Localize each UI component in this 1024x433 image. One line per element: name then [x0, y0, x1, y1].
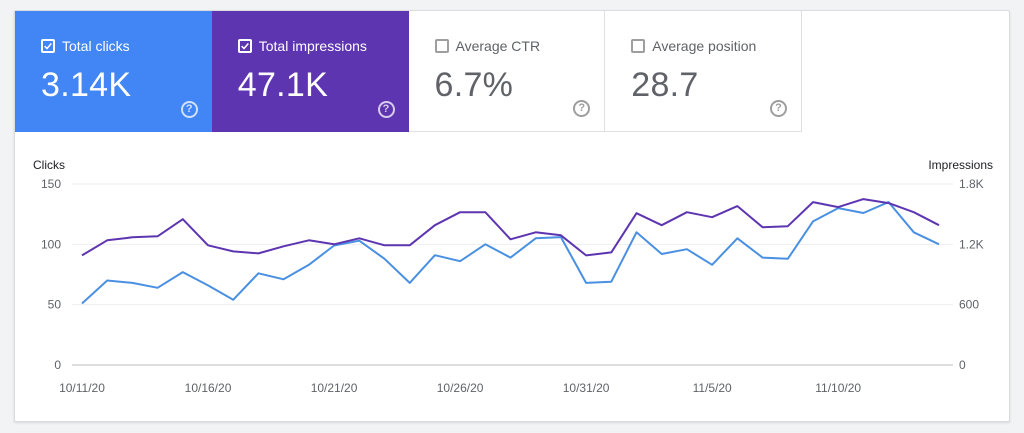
impressions-series-line: [81, 198, 940, 257]
checkbox-checked-icon[interactable]: [237, 39, 252, 53]
left-tick-label: 0: [54, 358, 61, 372]
left-axis-label: Clicks: [33, 158, 65, 172]
checkbox-unchecked-icon[interactable]: [434, 39, 449, 53]
metric-tabs: Total clicks 3.14K ? Total impressions 4…: [15, 11, 802, 132]
metric-header: Total clicks: [41, 38, 130, 54]
metric-total-clicks[interactable]: Total clicks 3.14K ?: [15, 11, 212, 132]
metric-label: Average CTR: [455, 38, 541, 54]
x-tick-label: 10/26/20: [437, 381, 484, 395]
metric-label: Total clicks: [62, 38, 130, 54]
left-tick-label: 50: [48, 298, 62, 312]
metric-label: Average position: [652, 38, 757, 54]
metric-average-position[interactable]: Average position 28.7 ?: [605, 11, 802, 132]
left-tick-label: 150: [41, 177, 61, 191]
checkbox-checked-icon[interactable]: [41, 39, 55, 53]
left-tick-label: 100: [41, 237, 61, 251]
x-tick-label: 11/10/20: [815, 381, 861, 395]
right-tick-label: 600: [959, 298, 979, 312]
checkbox-unchecked-icon[interactable]: [631, 39, 646, 53]
x-tick-label: 10/31/20: [563, 381, 610, 395]
right-axis-label: Impressions: [928, 158, 993, 172]
performance-line-chart: Clicks Impressions 0 0 50 600 100 1.2K 150 1.8K 10…: [33, 158, 993, 395]
x-tick-label: 11/5/20: [693, 381, 732, 395]
performance-card: Total clicks 3.14K ? Total impressions 4…: [14, 10, 1010, 422]
metric-total-impressions[interactable]: Total impressions 47.1K ?: [211, 11, 409, 132]
help-icon[interactable]: ?: [573, 100, 591, 117]
metric-value: 28.7: [631, 66, 699, 104]
right-tick-label: 0: [959, 358, 966, 372]
metric-header: Average CTR: [434, 38, 541, 54]
metric-value: 6.7%: [434, 66, 514, 104]
right-tick-label: 1.8K: [959, 177, 984, 191]
help-icon[interactable]: ?: [377, 101, 395, 118]
x-tick-label: 10/11/20: [59, 381, 105, 395]
metric-header: Total impressions: [237, 38, 367, 54]
x-tick-label: 10/21/20: [311, 381, 358, 395]
help-icon[interactable]: ?: [770, 100, 787, 117]
metric-average-ctr[interactable]: Average CTR 6.7% ?: [408, 11, 606, 132]
metric-label: Total impressions: [258, 38, 367, 54]
clicks-series-line: [81, 201, 940, 305]
metric-value: 47.1K: [237, 66, 329, 104]
right-tick-label: 1.2K: [959, 237, 984, 251]
metric-value: 3.14K: [41, 66, 132, 104]
x-tick-label: 10/16/20: [185, 381, 232, 395]
metric-header: Average position: [631, 38, 756, 54]
help-icon[interactable]: ?: [180, 101, 198, 118]
